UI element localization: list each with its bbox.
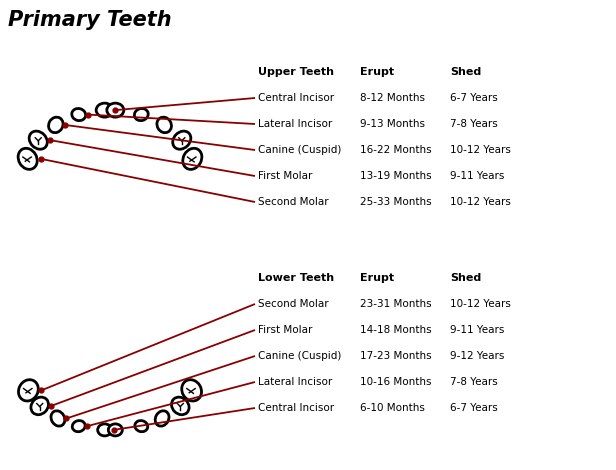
Ellipse shape	[51, 411, 65, 426]
Ellipse shape	[96, 103, 113, 117]
Ellipse shape	[171, 397, 189, 415]
Ellipse shape	[134, 109, 148, 121]
Text: Canine (Cuspid): Canine (Cuspid)	[258, 145, 341, 155]
Ellipse shape	[18, 149, 37, 169]
Text: Shed: Shed	[450, 273, 481, 283]
Text: 9-11 Years: 9-11 Years	[450, 171, 505, 181]
Text: Second Molar: Second Molar	[258, 197, 328, 207]
Ellipse shape	[182, 380, 201, 401]
Text: Lateral Incisor: Lateral Incisor	[258, 377, 332, 387]
Ellipse shape	[135, 421, 148, 432]
Text: 17-23 Months: 17-23 Months	[360, 351, 432, 361]
Ellipse shape	[172, 131, 191, 149]
Text: Lower Teeth: Lower Teeth	[258, 273, 334, 283]
Text: Erupt: Erupt	[360, 67, 394, 77]
Text: Canine (Cuspid): Canine (Cuspid)	[258, 351, 341, 361]
Text: 6-7 Years: 6-7 Years	[450, 93, 498, 103]
Ellipse shape	[155, 411, 169, 426]
Text: Central Incisor: Central Incisor	[258, 403, 334, 413]
Text: 14-18 Months: 14-18 Months	[360, 325, 432, 335]
Text: Second Molar: Second Molar	[258, 299, 328, 309]
Text: Shed: Shed	[450, 67, 481, 77]
Text: Lateral Incisor: Lateral Incisor	[258, 119, 332, 129]
Text: 10-12 Years: 10-12 Years	[450, 145, 511, 155]
Ellipse shape	[183, 149, 202, 169]
Ellipse shape	[98, 424, 111, 436]
Ellipse shape	[31, 397, 49, 415]
Text: 10-12 Years: 10-12 Years	[450, 197, 511, 207]
Text: First Molar: First Molar	[258, 171, 312, 181]
Text: 10-16 Months: 10-16 Months	[360, 377, 431, 387]
Text: Upper Teeth: Upper Teeth	[258, 67, 334, 77]
Ellipse shape	[72, 421, 85, 432]
Ellipse shape	[108, 424, 123, 436]
Ellipse shape	[18, 380, 38, 401]
Ellipse shape	[157, 117, 171, 133]
Text: Primary Teeth: Primary Teeth	[8, 10, 172, 30]
Text: 9-11 Years: 9-11 Years	[450, 325, 505, 335]
Text: 10-12 Years: 10-12 Years	[450, 299, 511, 309]
Text: 9-13 Months: 9-13 Months	[360, 119, 425, 129]
Text: 8-12 Months: 8-12 Months	[360, 93, 425, 103]
Text: 25-33 Months: 25-33 Months	[360, 197, 432, 207]
Text: First Molar: First Molar	[258, 325, 312, 335]
Text: 23-31 Months: 23-31 Months	[360, 299, 432, 309]
Text: Central Incisor: Central Incisor	[258, 93, 334, 103]
Text: 7-8 Years: 7-8 Years	[450, 119, 498, 129]
Text: 6-7 Years: 6-7 Years	[450, 403, 498, 413]
Ellipse shape	[107, 103, 124, 117]
Text: Erupt: Erupt	[360, 273, 394, 283]
Text: 9-12 Years: 9-12 Years	[450, 351, 505, 361]
Text: 7-8 Years: 7-8 Years	[450, 377, 498, 387]
Ellipse shape	[29, 131, 47, 149]
Text: 13-19 Months: 13-19 Months	[360, 171, 432, 181]
Ellipse shape	[49, 117, 63, 133]
Text: 16-22 Months: 16-22 Months	[360, 145, 432, 155]
Ellipse shape	[72, 109, 86, 121]
Text: 6-10 Months: 6-10 Months	[360, 403, 425, 413]
